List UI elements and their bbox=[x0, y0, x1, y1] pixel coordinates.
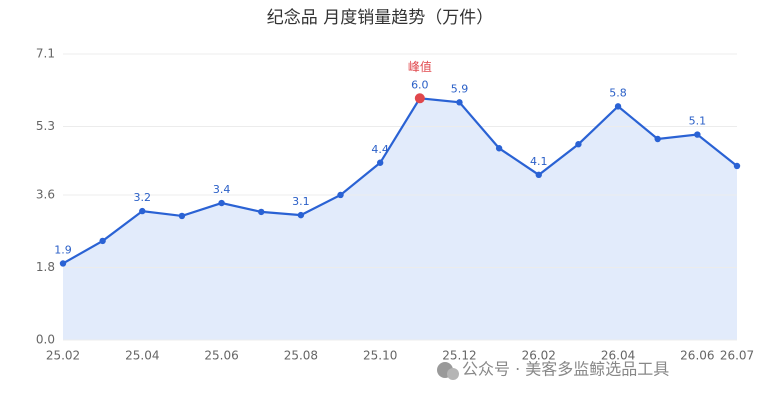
peak-label: 峰值 bbox=[408, 59, 432, 74]
value-label: 3.2 bbox=[134, 191, 152, 204]
point bbox=[575, 141, 582, 148]
x-tick-label: 26.04 bbox=[601, 349, 635, 363]
x-tick-label: 25.04 bbox=[125, 349, 159, 363]
y-tick-label: 3.6 bbox=[36, 187, 55, 201]
point bbox=[178, 212, 186, 220]
point bbox=[99, 237, 106, 245]
y-tick-label: 0.0 bbox=[36, 333, 55, 347]
point bbox=[495, 145, 503, 152]
point bbox=[376, 159, 384, 166]
value-label: 1.9 bbox=[54, 243, 72, 256]
watermark: 公众号 · 美客多监鲸选品工具 bbox=[462, 360, 669, 379]
point bbox=[218, 199, 225, 207]
y-tick-label: 7.1 bbox=[36, 47, 55, 61]
point bbox=[337, 191, 344, 199]
x-tick-label: 25.10 bbox=[363, 349, 397, 363]
value-label: 6.0 bbox=[411, 78, 429, 91]
value-label: 5.9 bbox=[451, 82, 469, 95]
point bbox=[59, 260, 67, 267]
watermark-icon bbox=[437, 362, 459, 380]
value-label: 3.4 bbox=[213, 183, 231, 196]
point bbox=[535, 171, 542, 179]
y-tick-label: 1.8 bbox=[36, 260, 55, 274]
chart-title: 纪念品 月度销量趋势（万件） bbox=[267, 7, 493, 28]
line bbox=[62, 97, 738, 265]
y-tick-label: 5.3 bbox=[36, 119, 55, 133]
x-tick-label: 25.06 bbox=[204, 349, 238, 363]
value-label: 4.4 bbox=[371, 143, 389, 156]
value-label: 3.1 bbox=[292, 195, 310, 208]
point bbox=[456, 99, 463, 106]
x-tick-label: 25.02 bbox=[46, 349, 80, 363]
point bbox=[297, 211, 305, 219]
point bbox=[258, 208, 265, 216]
x-tick-label: 25.08 bbox=[284, 349, 318, 363]
point bbox=[694, 131, 701, 138]
point bbox=[654, 135, 661, 143]
area bbox=[63, 98, 737, 340]
point bbox=[139, 207, 146, 215]
x-tick-label: 25.12 bbox=[442, 349, 476, 363]
point bbox=[414, 93, 425, 104]
value-label: 5.1 bbox=[689, 115, 707, 128]
x-tick-label: 26.07 bbox=[720, 349, 754, 363]
point bbox=[614, 103, 622, 110]
x-tick-label: 26.02 bbox=[522, 349, 556, 363]
value-label: 4.1 bbox=[530, 155, 548, 168]
x-tick-label: 26.06 bbox=[680, 349, 714, 363]
point bbox=[733, 162, 741, 170]
value-label: 5.8 bbox=[609, 86, 627, 99]
